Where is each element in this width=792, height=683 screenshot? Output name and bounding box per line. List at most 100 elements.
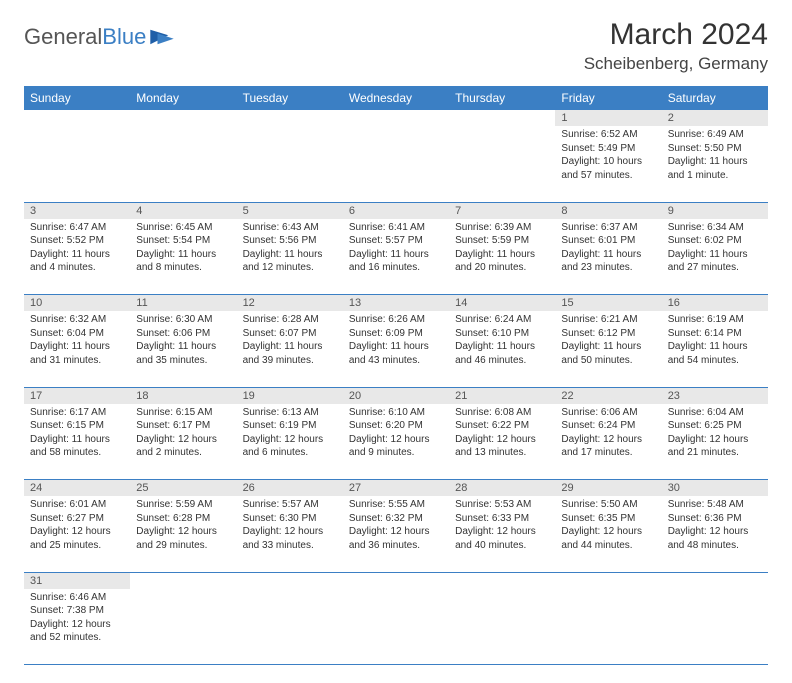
- sunset-text: Sunset: 6:25 PM: [668, 419, 762, 433]
- day-cell: Sunrise: 6:13 AMSunset: 6:19 PMDaylight:…: [237, 404, 343, 480]
- day-cell: Sunrise: 5:50 AMSunset: 6:35 PMDaylight:…: [555, 496, 661, 572]
- daylight-text: Daylight: 12 hours and 33 minutes.: [243, 525, 337, 552]
- sunset-text: Sunset: 6:10 PM: [455, 327, 549, 341]
- day-cell: Sunrise: 6:06 AMSunset: 6:24 PMDaylight:…: [555, 404, 661, 480]
- sunset-text: Sunset: 6:33 PM: [455, 512, 549, 526]
- day-number-cell: [130, 110, 236, 126]
- daylight-text: Daylight: 12 hours and 21 minutes.: [668, 433, 762, 460]
- day-cell: Sunrise: 6:37 AMSunset: 6:01 PMDaylight:…: [555, 219, 661, 295]
- daylight-text: Daylight: 12 hours and 25 minutes.: [30, 525, 124, 552]
- day-number-cell: 9: [662, 202, 768, 219]
- day-number-cell: 10: [24, 295, 130, 312]
- sunrise-text: Sunrise: 6:49 AM: [668, 128, 762, 142]
- logo-text-2: Blue: [102, 24, 146, 50]
- day-cell: [237, 589, 343, 665]
- sunrise-text: Sunrise: 6:46 AM: [30, 591, 124, 605]
- sunrise-text: Sunrise: 6:15 AM: [136, 406, 230, 420]
- sunrise-text: Sunrise: 6:24 AM: [455, 313, 549, 327]
- daylight-text: Daylight: 11 hours and 46 minutes.: [455, 340, 549, 367]
- daylight-text: Daylight: 12 hours and 40 minutes.: [455, 525, 549, 552]
- day-cell: Sunrise: 6:19 AMSunset: 6:14 PMDaylight:…: [662, 311, 768, 387]
- day-content-row: Sunrise: 6:47 AMSunset: 5:52 PMDaylight:…: [24, 219, 768, 295]
- day-number-cell: 15: [555, 295, 661, 312]
- sunrise-text: Sunrise: 6:45 AM: [136, 221, 230, 235]
- sunset-text: Sunset: 6:07 PM: [243, 327, 337, 341]
- day-cell: [662, 589, 768, 665]
- day-header-row: SundayMondayTuesdayWednesdayThursdayFrid…: [24, 86, 768, 110]
- daylight-text: Daylight: 11 hours and 50 minutes.: [561, 340, 655, 367]
- logo-flag-icon: [148, 28, 176, 46]
- sunrise-text: Sunrise: 6:34 AM: [668, 221, 762, 235]
- daylight-text: Daylight: 12 hours and 48 minutes.: [668, 525, 762, 552]
- sunset-text: Sunset: 6:24 PM: [561, 419, 655, 433]
- day-cell: Sunrise: 6:46 AMSunset: 7:38 PMDaylight:…: [24, 589, 130, 665]
- day-number-cell: 2: [662, 110, 768, 126]
- daylight-text: Daylight: 11 hours and 4 minutes.: [30, 248, 124, 275]
- day-number-cell: 12: [237, 295, 343, 312]
- sunset-text: Sunset: 5:49 PM: [561, 142, 655, 156]
- daylight-text: Daylight: 12 hours and 9 minutes.: [349, 433, 443, 460]
- day-number-cell: 3: [24, 202, 130, 219]
- day-number-cell: 18: [130, 387, 236, 404]
- sunset-text: Sunset: 6:09 PM: [349, 327, 443, 341]
- sunset-text: Sunset: 5:52 PM: [30, 234, 124, 248]
- day-number-cell: 7: [449, 202, 555, 219]
- day-number-cell: 28: [449, 480, 555, 497]
- sunset-text: Sunset: 6:36 PM: [668, 512, 762, 526]
- daylight-text: Daylight: 11 hours and 39 minutes.: [243, 340, 337, 367]
- daylight-text: Daylight: 11 hours and 27 minutes.: [668, 248, 762, 275]
- day-number-cell: 11: [130, 295, 236, 312]
- day-cell: [555, 589, 661, 665]
- daylight-text: Daylight: 10 hours and 57 minutes.: [561, 155, 655, 182]
- sunset-text: Sunset: 6:32 PM: [349, 512, 443, 526]
- day-cell: Sunrise: 6:10 AMSunset: 6:20 PMDaylight:…: [343, 404, 449, 480]
- daylight-text: Daylight: 12 hours and 36 minutes.: [349, 525, 443, 552]
- daylight-text: Daylight: 11 hours and 35 minutes.: [136, 340, 230, 367]
- sunrise-text: Sunrise: 5:48 AM: [668, 498, 762, 512]
- sunrise-text: Sunrise: 5:57 AM: [243, 498, 337, 512]
- daylight-text: Daylight: 11 hours and 54 minutes.: [668, 340, 762, 367]
- day-number-row: 12: [24, 110, 768, 126]
- sunrise-text: Sunrise: 6:21 AM: [561, 313, 655, 327]
- day-cell: Sunrise: 6:08 AMSunset: 6:22 PMDaylight:…: [449, 404, 555, 480]
- day-cell: Sunrise: 6:01 AMSunset: 6:27 PMDaylight:…: [24, 496, 130, 572]
- sunrise-text: Sunrise: 6:04 AM: [668, 406, 762, 420]
- sunset-text: Sunset: 5:50 PM: [668, 142, 762, 156]
- sunset-text: Sunset: 6:15 PM: [30, 419, 124, 433]
- day-cell: Sunrise: 6:41 AMSunset: 5:57 PMDaylight:…: [343, 219, 449, 295]
- daylight-text: Daylight: 11 hours and 8 minutes.: [136, 248, 230, 275]
- sunrise-text: Sunrise: 6:26 AM: [349, 313, 443, 327]
- day-header: Friday: [555, 86, 661, 110]
- day-number-cell: 29: [555, 480, 661, 497]
- sunrise-text: Sunrise: 6:47 AM: [30, 221, 124, 235]
- daylight-text: Daylight: 12 hours and 6 minutes.: [243, 433, 337, 460]
- day-cell: Sunrise: 5:57 AMSunset: 6:30 PMDaylight:…: [237, 496, 343, 572]
- day-cell: [24, 126, 130, 202]
- day-number-cell: 23: [662, 387, 768, 404]
- daylight-text: Daylight: 11 hours and 1 minute.: [668, 155, 762, 182]
- daylight-text: Daylight: 11 hours and 31 minutes.: [30, 340, 124, 367]
- sunrise-text: Sunrise: 6:08 AM: [455, 406, 549, 420]
- day-header: Saturday: [662, 86, 768, 110]
- sunset-text: Sunset: 6:04 PM: [30, 327, 124, 341]
- sunset-text: Sunset: 6:20 PM: [349, 419, 443, 433]
- day-cell: Sunrise: 6:52 AMSunset: 5:49 PMDaylight:…: [555, 126, 661, 202]
- header: GeneralBlue March 2024 Scheibenberg, Ger…: [24, 18, 768, 74]
- day-cell: Sunrise: 6:17 AMSunset: 6:15 PMDaylight:…: [24, 404, 130, 480]
- sunrise-text: Sunrise: 6:37 AM: [561, 221, 655, 235]
- sunset-text: Sunset: 6:17 PM: [136, 419, 230, 433]
- day-number-cell: [237, 110, 343, 126]
- daylight-text: Daylight: 12 hours and 2 minutes.: [136, 433, 230, 460]
- sunrise-text: Sunrise: 6:30 AM: [136, 313, 230, 327]
- day-number-cell: 1: [555, 110, 661, 126]
- day-number-row: 10111213141516: [24, 295, 768, 312]
- day-number-cell: [449, 110, 555, 126]
- day-cell: Sunrise: 6:45 AMSunset: 5:54 PMDaylight:…: [130, 219, 236, 295]
- sunrise-text: Sunrise: 5:59 AM: [136, 498, 230, 512]
- sunrise-text: Sunrise: 6:19 AM: [668, 313, 762, 327]
- day-cell: Sunrise: 6:26 AMSunset: 6:09 PMDaylight:…: [343, 311, 449, 387]
- day-number-cell: 27: [343, 480, 449, 497]
- day-header: Sunday: [24, 86, 130, 110]
- day-number-cell: 24: [24, 480, 130, 497]
- day-cell: [343, 589, 449, 665]
